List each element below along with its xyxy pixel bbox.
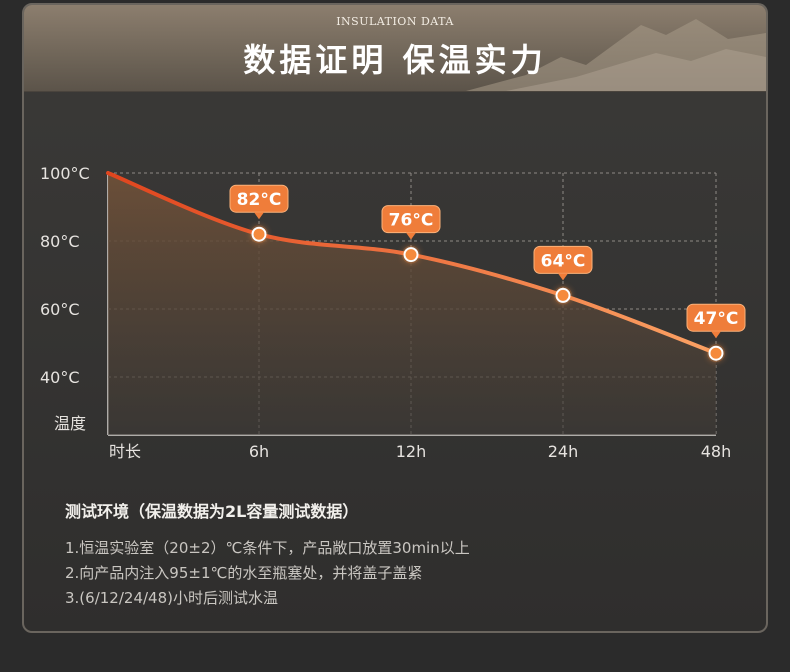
- page-title: 数据证明 保温实力: [243, 41, 547, 79]
- notes-item-3: 3.(6/12/24/48)小时后测试水温: [65, 589, 278, 607]
- data-point: [251, 226, 267, 242]
- data-point: [555, 287, 571, 303]
- data-label-text: 47°C: [694, 309, 739, 329]
- x-tick-label: 24h: [548, 442, 579, 461]
- notes-item-2: 2.向产品内注入95±1℃的水至瓶塞处，并将盖子盖紧: [65, 564, 423, 582]
- x-tick-label: 6h: [249, 442, 269, 461]
- data-label: 76°C: [381, 205, 441, 240]
- x-tick-label: 48h: [701, 442, 732, 461]
- y-tick-label: 40°C: [40, 368, 80, 387]
- data-point: [708, 345, 724, 361]
- x-tick-label: 12h: [396, 442, 427, 461]
- data-label-text: 82°C: [237, 190, 282, 210]
- notes-heading: 测试环境（保温数据为2L容量测试数据）: [65, 502, 359, 521]
- y-tick-label: 60°C: [40, 300, 80, 319]
- x-axis-label: 时长: [109, 442, 141, 461]
- y-tick-label: 100°C: [40, 164, 90, 183]
- data-label-text: 76°C: [389, 211, 434, 231]
- y-tick-label: 80°C: [40, 232, 80, 251]
- notes-item-1: 1.恒温实验室（20±2）℃条件下，产品敞口放置30min以上: [65, 539, 470, 557]
- test-notes: 测试环境（保温数据为2L容量测试数据） 1.恒温实验室（20±2）℃条件下，产品…: [65, 498, 470, 611]
- header-band: INSULATION DATA 数据证明 保温实力: [24, 5, 766, 92]
- data-label: 82°C: [229, 184, 289, 220]
- data-point: [403, 247, 419, 263]
- data-label-text: 64°C: [541, 251, 586, 271]
- mountain-decoration-icon: [466, 19, 766, 91]
- y-axis-label: 温度: [54, 414, 86, 433]
- data-label: 47°C: [686, 303, 746, 339]
- header-subtitle: INSULATION DATA: [336, 15, 454, 28]
- data-label: 64°C: [533, 245, 593, 281]
